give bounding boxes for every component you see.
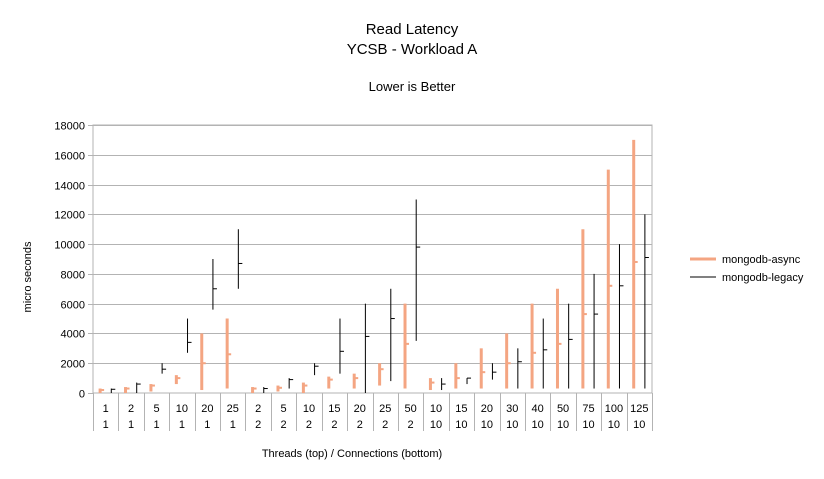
x-tick-label-threads: 5	[281, 403, 287, 415]
legend-label-mongodb-async: mongodb-async	[722, 254, 801, 266]
x-tick-label-threads: 2	[128, 403, 134, 415]
x-tick-label-connections: 2	[281, 419, 287, 431]
legend: mongodb-async mongodb-legacy	[690, 254, 804, 284]
x-tick-label-threads: 10	[176, 403, 188, 415]
x-tick-label-connections: 10	[608, 419, 620, 431]
x-tick-label-connections: 10	[633, 419, 645, 431]
x-tick-label-threads: 30	[506, 403, 518, 415]
y-tick-label: 14000	[54, 181, 85, 193]
series-layer	[98, 139, 649, 393]
x-tick-label-connections: 1	[230, 419, 236, 431]
x-tick-label-threads: 20	[354, 403, 366, 415]
legend-label-mongodb-legacy: mongodb-legacy	[722, 272, 804, 284]
x-tick-label-connections: 10	[506, 419, 518, 431]
x-tick-label-connections: 2	[306, 419, 312, 431]
x-tick-label-threads: 5	[153, 403, 159, 415]
x-tick-label-threads: 15	[328, 403, 340, 415]
x-axis-title: Threads (top) / Connections (bottom)	[262, 448, 442, 460]
x-tick-label-connections: 1	[179, 419, 185, 431]
y-tick-label: 2000	[61, 359, 85, 371]
series-mongodb-legacy	[110, 199, 649, 393]
y-tick-label: 8000	[61, 270, 85, 282]
plot-area	[92, 124, 653, 394]
y-axis-title: micro seconds	[22, 241, 34, 312]
x-tick-label-connections: 2	[357, 419, 363, 431]
x-tick-label-connections: 1	[153, 419, 159, 431]
x-tick-label-threads: 20	[481, 403, 493, 415]
series-mongodb-async	[98, 139, 638, 393]
y-tick-label: 6000	[61, 300, 85, 312]
x-tick-label-connections: 2	[408, 419, 414, 431]
y-tick-label: 0	[79, 389, 85, 401]
x-tick-label-connections: 10	[557, 419, 569, 431]
x-tick-label-threads: 10	[303, 403, 315, 415]
x-tick-label-connections: 2	[255, 419, 261, 431]
x-tick-label-connections: 2	[382, 419, 388, 431]
x-tick-label-connections: 10	[582, 419, 594, 431]
x-tick-label-threads: 25	[227, 403, 239, 415]
y-axis-ticks: 0 2000 4000 6000 8000 10000 12000 14000 16000 180…	[54, 121, 93, 401]
x-tick-label-connections: 10	[481, 419, 493, 431]
x-tick-label-threads: 2	[255, 403, 261, 415]
x-tick-label-threads: 50	[557, 403, 569, 415]
x-tick-label-threads: 1	[103, 403, 109, 415]
x-tick-label-connections: 10	[455, 419, 467, 431]
plot-border	[92, 124, 653, 394]
chart-title-line-1: Read Latency	[366, 21, 459, 38]
x-tick-label-connections: 2	[331, 419, 337, 431]
x-tick-label-threads: 15	[455, 403, 467, 415]
x-tick-label-connections: 1	[103, 419, 109, 431]
x-tick-label-connections: 1	[128, 419, 134, 431]
x-tick-label-threads: 75	[582, 403, 594, 415]
x-tick-label-threads: 25	[379, 403, 391, 415]
x-tick-label-connections: 10	[532, 419, 544, 431]
x-tick-label-threads: 40	[532, 403, 544, 415]
chart-title-line-2: YCSB - Workload A	[347, 41, 478, 58]
x-tick-label-threads: 125	[630, 403, 648, 415]
x-tick-label-threads: 50	[404, 403, 416, 415]
y-tick-label: 10000	[54, 240, 85, 252]
x-tick-label-threads: 10	[430, 403, 442, 415]
x-axis-ticks: 1121511012012512252102152202252502101015…	[93, 393, 653, 431]
x-tick-label-threads: 100	[605, 403, 623, 415]
y-tick-label: 12000	[54, 210, 85, 222]
x-tick-label-connections: 10	[430, 419, 442, 431]
y-tick-label: 16000	[54, 151, 85, 163]
x-tick-label-threads: 20	[201, 403, 213, 415]
chart-subtitle: Lower is Better	[369, 79, 456, 94]
x-tick-label-connections: 1	[204, 419, 210, 431]
y-tick-label: 18000	[54, 121, 85, 133]
y-tick-label: 4000	[61, 329, 85, 341]
